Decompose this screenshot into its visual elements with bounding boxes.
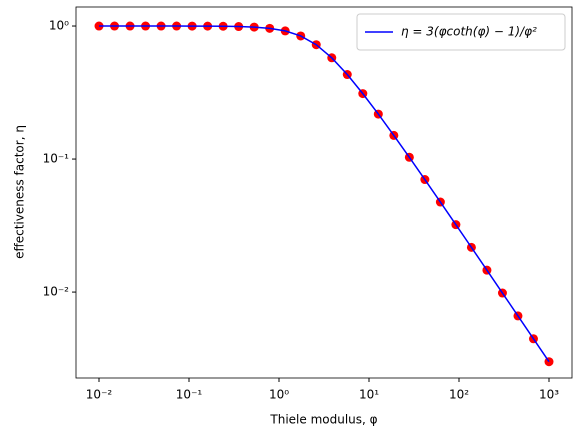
- y-tick-label: 10⁻¹: [43, 152, 70, 166]
- legend-box: [356, 13, 566, 51]
- data-line: [99, 25, 550, 363]
- x-tick-label: 10¹: [359, 388, 379, 402]
- x-tick-label: 10³: [539, 388, 559, 402]
- x-tick-label: 10⁰: [269, 388, 289, 402]
- x-axis-label: Thiele modulus, φ: [269, 413, 377, 427]
- x-tick-label: 10²: [449, 388, 469, 402]
- plot-frame: [75, 6, 573, 379]
- y-tick-label: 10⁻²: [43, 285, 70, 299]
- x-tick-label: 10⁻²: [86, 388, 113, 402]
- y-axis-label: effectiveness factor, η: [13, 125, 27, 259]
- x-tick-label: 10⁻¹: [176, 388, 203, 402]
- legend-label: η = 3(φcoth(φ) − 1)/φ²: [401, 25, 537, 39]
- y-tick-label: 10⁰: [49, 19, 69, 33]
